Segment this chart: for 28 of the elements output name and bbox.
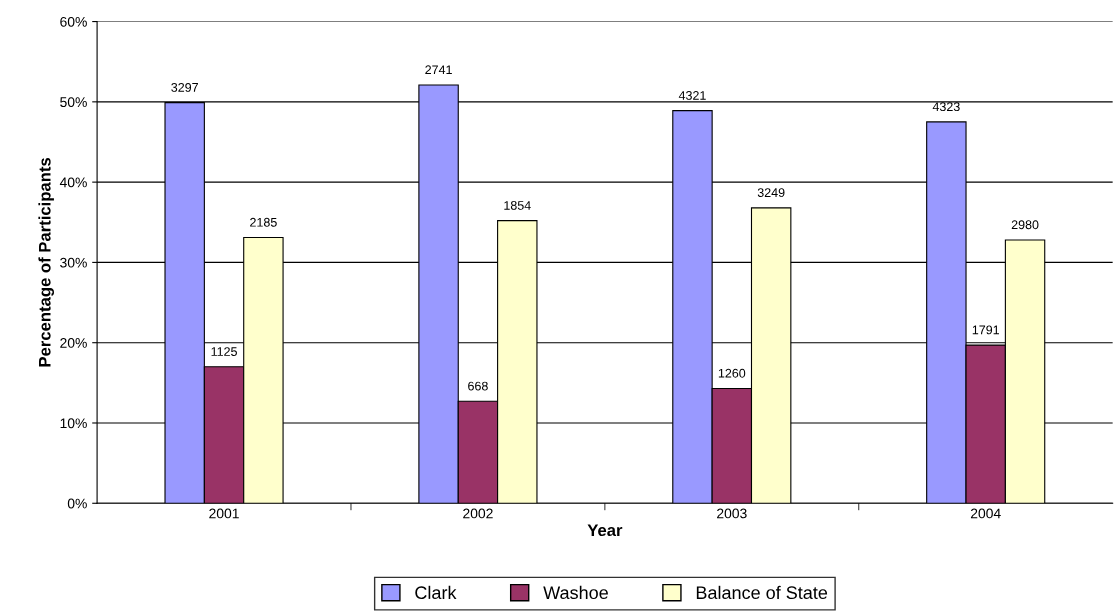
y-tick-label: 30% xyxy=(60,257,87,268)
y-tick-label: 60% xyxy=(60,16,87,27)
annotation: 3297 xyxy=(171,82,198,92)
x-tick-label: 2001 xyxy=(209,508,239,519)
x-tick-label: 2004 xyxy=(970,508,1001,519)
annotation: 1125 xyxy=(211,347,237,356)
legend-label: Balance of State xyxy=(696,585,828,600)
annotation: 3249 xyxy=(757,188,785,198)
annotation: 1260 xyxy=(718,368,746,378)
x-tick-label: 2002 xyxy=(463,508,493,519)
annotation: 2980 xyxy=(1011,220,1039,230)
annotation: 1791 xyxy=(972,325,999,335)
annotation: 2185 xyxy=(250,217,277,227)
y-tick-label: 50% xyxy=(60,97,87,108)
annotation: 4321 xyxy=(678,91,706,100)
legend-label: Washoe xyxy=(543,585,608,600)
legend-label: Clark xyxy=(415,585,457,600)
annotation: 668 xyxy=(468,381,488,391)
y-axis-title: Percentage of Participants xyxy=(38,157,55,367)
annotation: 2741 xyxy=(425,65,452,75)
annotation: 1854 xyxy=(504,201,531,210)
y-tick-label: 10% xyxy=(60,418,87,429)
y-tick-label: 40% xyxy=(59,177,87,188)
x-axis-title: Year xyxy=(587,524,623,537)
y-tick-label: 0% xyxy=(67,498,87,509)
annotation: 4323 xyxy=(932,102,960,112)
x-tick-label: 2003 xyxy=(717,508,747,519)
y-tick-label: 20% xyxy=(60,338,87,348)
